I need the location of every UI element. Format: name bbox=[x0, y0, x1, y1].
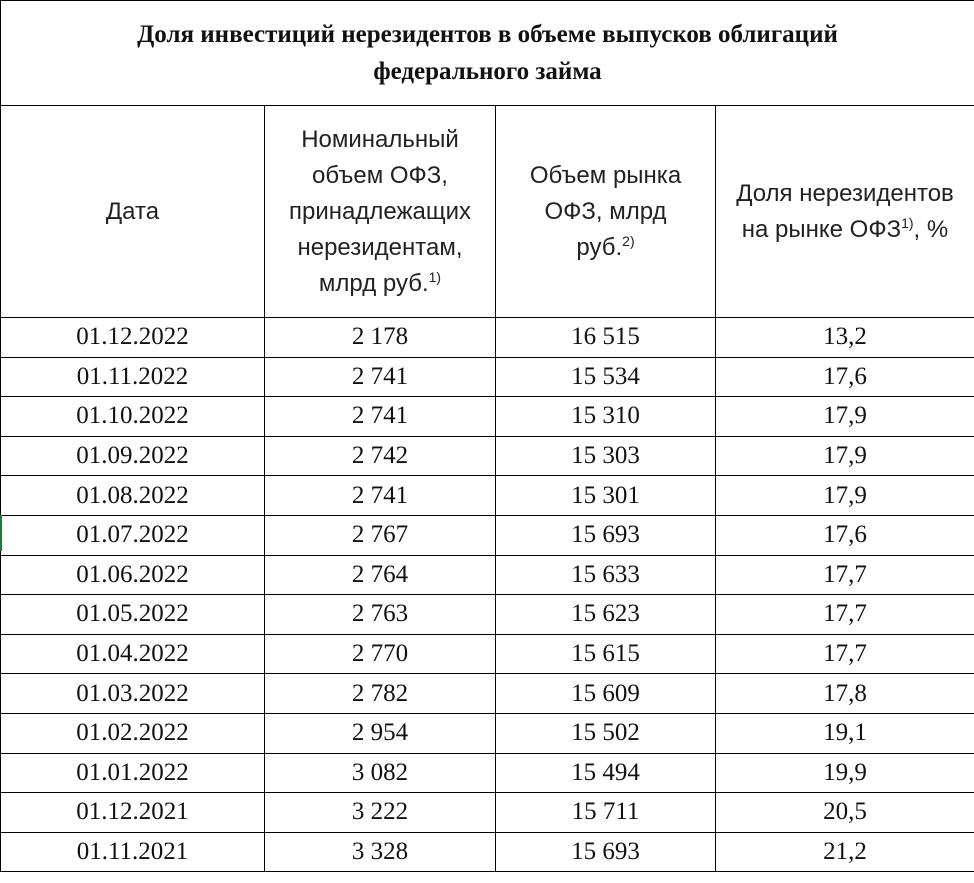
nominal-cell: 3 222 bbox=[264, 792, 496, 833]
market-cell: 15 609 bbox=[495, 673, 716, 714]
share-cell: 17,7 bbox=[715, 594, 974, 635]
table-row: 01.02.2022 2 954 15 502 19,1 bbox=[0, 712, 974, 754]
date-cell: 01.08.2022 bbox=[0, 475, 265, 516]
header-market: Объем рынка ОФЗ, млрд руб.2) bbox=[495, 105, 716, 318]
header-market-label: Объем рынка ОФЗ, млрд руб. bbox=[529, 161, 682, 261]
header-share-suffix: , % bbox=[913, 215, 949, 243]
share-cell: 17,6 bbox=[715, 356, 974, 398]
market-cell: 15 310 bbox=[495, 396, 716, 437]
date-cell: 01.12.2021 bbox=[0, 792, 265, 833]
share-cell: 17,7 bbox=[715, 554, 974, 596]
table-row: 01.07.2022 2 767 15 693 17,6 bbox=[0, 514, 974, 556]
date-cell: 01.07.2022 bbox=[0, 514, 265, 556]
nominal-cell: 2 770 bbox=[264, 633, 496, 675]
date-cell: 01.10.2022 bbox=[0, 396, 265, 437]
share-cell: 20,5 bbox=[715, 792, 974, 833]
title-row: Доля инвестиций нерезидентов в объеме вы… bbox=[0, 0, 974, 106]
table-row: 01.01.2022 3 082 15 494 19,9 bbox=[0, 752, 974, 794]
market-cell: 15 303 bbox=[495, 435, 716, 477]
header-nominal: Номинальный объем ОФЗ, принадлежащих нер… bbox=[264, 105, 496, 318]
share-cell: 17,7 bbox=[715, 633, 974, 675]
nominal-cell: 2 764 bbox=[264, 554, 496, 596]
date-cell: 01.05.2022 bbox=[0, 594, 265, 635]
table-row: 01.04.2022 2 770 15 615 17,7 bbox=[0, 633, 974, 675]
header-share-label: Доля нерезидентов на рынке ОФЗ bbox=[736, 179, 954, 243]
header-date-label: Дата bbox=[105, 197, 160, 225]
date-cell: 01.04.2022 bbox=[0, 633, 265, 675]
table-row: 01.05.2022 2 763 15 623 17,7 bbox=[0, 594, 974, 635]
table-row: 01.08.2022 2 741 15 301 17,9 bbox=[0, 475, 974, 516]
header-nominal-footnote: 1) bbox=[428, 268, 442, 285]
header-share: Доля нерезидентов на рынке ОФЗ1), % bbox=[715, 105, 974, 318]
header-share-footnote: 1) bbox=[901, 214, 914, 231]
share-cell: 17,8 bbox=[715, 673, 974, 714]
nominal-cell: 2 763 bbox=[264, 594, 496, 635]
nominal-cell: 2 767 bbox=[264, 514, 496, 556]
date-cell: 01.11.2022 bbox=[0, 356, 265, 398]
table-row: 01.03.2022 2 782 15 609 17,8 bbox=[0, 673, 974, 714]
share-cell: 13,2 bbox=[715, 317, 974, 358]
table-row: 01.09.2022 2 742 15 303 17,9 bbox=[0, 435, 974, 477]
header-row: Дата Номинальный объем ОФЗ, принадлежащи… bbox=[0, 105, 974, 318]
left-edge-marker bbox=[0, 515, 2, 551]
table-title: Доля инвестиций нерезидентов в объеме вы… bbox=[0, 0, 974, 106]
share-cell: 17,6 bbox=[715, 514, 974, 556]
table-row: 01.12.2022 2 178 16 515 13,2 bbox=[0, 317, 974, 358]
table-title-line-1: Доля инвестиций нерезидентов в объеме вы… bbox=[137, 21, 838, 48]
market-cell: 15 615 bbox=[495, 633, 716, 675]
market-cell: 15 494 bbox=[495, 752, 716, 794]
nominal-cell: 2 741 bbox=[264, 475, 496, 516]
nominal-cell: 2 741 bbox=[264, 396, 496, 437]
table-body: 01.12.2022 2 178 16 515 13,2 01.11.2022 2 741… bbox=[0, 317, 974, 873]
date-cell: 01.02.2022 bbox=[0, 712, 265, 754]
table-row: 01.10.2022 2 741 15 310 17,9 bbox=[0, 396, 974, 437]
table-title-line-2: федерального займа bbox=[373, 58, 602, 85]
share-cell: 19,9 bbox=[715, 752, 974, 794]
share-cell: 17,9 bbox=[715, 396, 974, 437]
share-cell: 17,9 bbox=[715, 435, 974, 477]
market-cell: 16 515 bbox=[495, 317, 716, 358]
nominal-cell: 2 178 bbox=[264, 317, 496, 358]
market-cell: 15 633 bbox=[495, 554, 716, 596]
market-cell: 15 693 bbox=[495, 831, 716, 873]
nominal-cell: 3 328 bbox=[264, 831, 496, 873]
date-cell: 01.12.2022 bbox=[0, 317, 265, 358]
nominal-cell: 2 954 bbox=[264, 712, 496, 754]
market-cell: 15 534 bbox=[495, 356, 716, 398]
date-cell: 01.11.2021 bbox=[0, 831, 265, 873]
table-row: 01.12.2021 3 222 15 711 20,5 bbox=[0, 792, 974, 833]
date-cell: 01.06.2022 bbox=[0, 554, 265, 596]
date-cell: 01.09.2022 bbox=[0, 435, 265, 477]
market-cell: 15 711 bbox=[495, 792, 716, 833]
nominal-cell: 2 741 bbox=[264, 356, 496, 398]
header-nominal-label: Номинальный объем ОФЗ, принадлежащих нер… bbox=[289, 125, 471, 297]
share-cell: 21,2 bbox=[715, 831, 974, 873]
table-row: 01.11.2021 3 328 15 693 21,2 bbox=[0, 831, 974, 873]
table-row: 01.11.2022 2 741 15 534 17,6 bbox=[0, 356, 974, 398]
nominal-cell: 3 082 bbox=[264, 752, 496, 794]
market-cell: 15 693 bbox=[495, 514, 716, 556]
date-cell: 01.03.2022 bbox=[0, 673, 265, 714]
table-row: 01.06.2022 2 764 15 633 17,7 bbox=[0, 554, 974, 596]
market-cell: 15 502 bbox=[495, 712, 716, 754]
header-market-footnote: 2) bbox=[622, 232, 635, 249]
date-cell: 01.01.2022 bbox=[0, 752, 265, 794]
nominal-cell: 2 782 bbox=[264, 673, 496, 714]
market-cell: 15 623 bbox=[495, 594, 716, 635]
table-cutoff-strip bbox=[0, 874, 974, 883]
share-cell: 17,9 bbox=[715, 475, 974, 516]
header-date: Дата bbox=[0, 105, 265, 318]
market-cell: 15 301 bbox=[495, 475, 716, 516]
share-cell: 19,1 bbox=[715, 712, 974, 754]
nominal-cell: 2 742 bbox=[264, 435, 496, 477]
